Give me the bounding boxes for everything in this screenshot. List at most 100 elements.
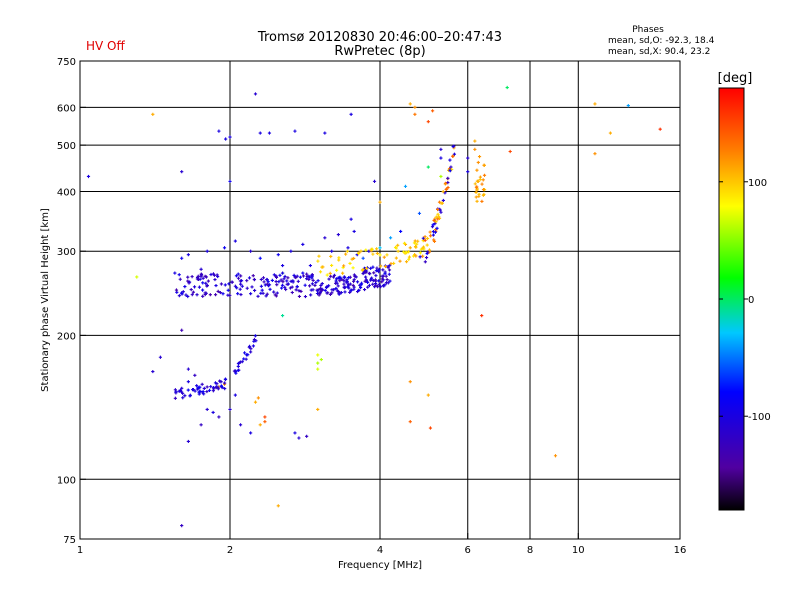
data-point: [276, 253, 280, 257]
data-point: [344, 252, 348, 256]
data-point: [439, 147, 443, 151]
data-point: [232, 369, 237, 373]
data-point: [295, 284, 299, 289]
data-point: [342, 285, 346, 289]
data-point: [135, 275, 139, 279]
data-point: [196, 274, 200, 278]
stats-line-x: mean, sd,X: 90.4, 23.2: [608, 47, 710, 57]
x-tick-label: 1: [77, 545, 83, 556]
data-point: [274, 279, 278, 284]
data-point: [174, 288, 179, 292]
data-point: [383, 264, 388, 269]
data-point: [425, 243, 429, 247]
data-point: [378, 246, 382, 250]
data-point: [275, 283, 279, 287]
data-point: [223, 283, 227, 287]
x-axis-label: Frequency [MHz]: [338, 560, 422, 571]
data-point: [286, 276, 290, 280]
data-point: [408, 380, 412, 384]
data-point: [364, 270, 368, 275]
data-point: [236, 361, 241, 366]
data-point: [371, 282, 375, 286]
data-point: [474, 185, 479, 189]
data-point: [366, 285, 370, 289]
data-point: [292, 273, 296, 278]
y-tick-label: 400: [57, 187, 76, 198]
data-point: [364, 275, 368, 279]
data-point: [435, 226, 439, 230]
data-point: [337, 292, 341, 296]
data-point: [184, 293, 188, 297]
data-point: [228, 407, 232, 412]
data-point: [388, 236, 393, 240]
data-point: [375, 266, 379, 270]
data-point: [217, 415, 221, 419]
data-point: [380, 280, 384, 284]
data-point: [349, 217, 353, 221]
data-point: [259, 277, 263, 282]
data-point: [432, 238, 436, 242]
data-point: [352, 229, 356, 234]
data-point: [190, 293, 194, 297]
data-point: [334, 287, 338, 291]
data-point: [316, 279, 320, 283]
data-point: [316, 367, 320, 371]
data-point: [199, 272, 203, 276]
data-point: [480, 199, 484, 203]
data-point: [173, 271, 177, 275]
data-point: [359, 285, 363, 290]
data-point: [593, 152, 597, 156]
y-tick-label: 75: [63, 535, 76, 546]
data-point: [505, 85, 509, 90]
data-point: [421, 254, 425, 258]
data-point: [399, 229, 403, 234]
data-point: [355, 280, 360, 284]
data-point: [221, 292, 225, 296]
data-point: [354, 275, 358, 279]
data-point: [228, 135, 232, 139]
data-point: [252, 337, 257, 342]
data-point: [245, 286, 249, 290]
data-point: [246, 353, 250, 357]
data-point: [481, 178, 485, 182]
data-point: [253, 92, 258, 96]
data-point: [283, 274, 287, 279]
data-point: [199, 423, 203, 427]
data-point: [219, 380, 223, 384]
data-point: [178, 277, 182, 281]
data-point: [262, 280, 266, 284]
data-point: [375, 285, 380, 289]
data-point: [378, 253, 382, 257]
data-point: [414, 245, 418, 249]
data-point: [380, 277, 385, 281]
data-point: [195, 384, 199, 388]
data-point: [423, 235, 427, 239]
data-point: [249, 292, 253, 296]
data-point: [265, 277, 269, 282]
data-point: [223, 387, 227, 391]
data-point: [426, 165, 430, 169]
data-point: [196, 277, 201, 281]
data-point: [430, 225, 435, 229]
data-point: [280, 283, 285, 287]
colorbar-ticks: 100 0 -100: [719, 178, 771, 423]
data-point: [323, 131, 327, 135]
data-point: [223, 377, 228, 381]
data-point: [336, 232, 340, 237]
data-point: [346, 285, 350, 289]
data-point: [214, 283, 218, 288]
data-point: [327, 277, 331, 281]
data-point: [367, 271, 371, 275]
colorbar-tick-label: 100: [748, 178, 767, 189]
data-point: [473, 182, 477, 186]
data-point: [179, 291, 184, 295]
x-tick-label: 10: [572, 545, 585, 556]
data-point: [174, 391, 178, 395]
data-point: [249, 431, 253, 435]
grid-lines: [80, 61, 680, 539]
data-point: [480, 182, 484, 186]
data-point: [263, 420, 267, 424]
data-point: [345, 249, 349, 253]
data-point: [428, 230, 432, 234]
stats-heading: Phases: [632, 25, 664, 35]
